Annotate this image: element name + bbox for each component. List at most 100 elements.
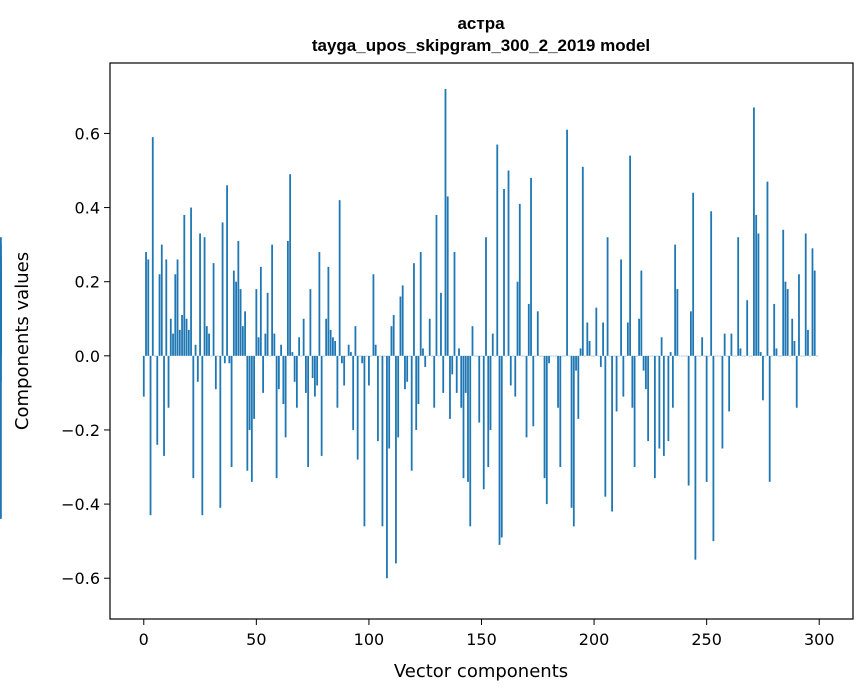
bar-205 — [604, 355, 607, 497]
bar-204 — [602, 322, 604, 356]
bar-113 — [397, 355, 400, 438]
bar-103 — [374, 344, 377, 356]
bar-136 — [449, 355, 451, 419]
bar-undefined — [0, 266, 2, 356]
bar-11 — [167, 355, 170, 408]
bar-152 — [485, 237, 487, 356]
bar-149 — [478, 355, 481, 423]
bar-245 — [694, 355, 697, 560]
bar-87 — [338, 200, 341, 356]
bar-129 — [433, 355, 436, 408]
bar-265 — [739, 348, 742, 356]
bar-264 — [737, 237, 740, 356]
bar-215 — [626, 322, 629, 356]
bar-102 — [372, 274, 375, 356]
bar-158 — [498, 355, 501, 545]
bar-42 — [237, 240, 240, 356]
bar-81 — [325, 318, 328, 356]
bar-201 — [595, 307, 598, 356]
bars-group — [0, 88, 818, 579]
x-tick-label-0: 0 — [139, 630, 149, 649]
bar-212 — [620, 259, 622, 356]
bar-122 — [417, 355, 420, 405]
bar-217 — [631, 355, 634, 408]
bar-121 — [415, 355, 418, 430]
bar-114 — [399, 296, 402, 356]
bar-84 — [331, 337, 334, 356]
bar-250 — [705, 355, 708, 482]
bar-34 — [219, 355, 222, 508]
x-tick-label-150: 150 — [466, 630, 497, 649]
bar-175 — [536, 311, 539, 356]
bar-135 — [446, 196, 449, 356]
bar-78 — [318, 252, 321, 356]
bar-173 — [532, 355, 535, 427]
bar-66 — [291, 352, 294, 356]
bar-179 — [545, 355, 548, 505]
chart-subtitle: tayga_upos_skipgram_300_2_2019 model — [312, 36, 650, 55]
bar-268 — [746, 300, 749, 356]
bar-285 — [784, 281, 787, 356]
bar-230 — [660, 337, 663, 356]
x-tick-label-50: 50 — [246, 630, 266, 649]
bar-31 — [212, 263, 215, 356]
bar-41 — [235, 281, 237, 356]
bar-145 — [469, 355, 472, 527]
bar-17 — [181, 315, 183, 356]
bar-170 — [525, 355, 528, 438]
bar-43 — [239, 289, 242, 356]
bar-38 — [228, 355, 231, 364]
bar-7 — [158, 274, 161, 356]
bar-50 — [255, 289, 258, 356]
bar-139 — [455, 355, 458, 393]
bar-112 — [395, 355, 397, 564]
bar-257 — [721, 355, 724, 449]
bar-74 — [309, 289, 312, 356]
y-tick-label-2: −0.2 — [61, 421, 100, 440]
bar-146 — [471, 326, 474, 356]
bar-57 — [271, 244, 274, 356]
bar-260 — [728, 355, 731, 412]
bar-123 — [419, 252, 422, 356]
bar-82 — [327, 266, 330, 356]
bar-65 — [289, 174, 292, 356]
bar-171 — [527, 303, 530, 356]
bar-59 — [275, 355, 278, 479]
bar-23 — [194, 344, 197, 356]
bar-197 — [586, 322, 589, 356]
bar-223 — [644, 355, 647, 390]
bar-111 — [392, 315, 395, 356]
bar-216 — [629, 155, 632, 356]
bar-151 — [482, 355, 485, 490]
bar-281 — [775, 348, 778, 356]
bar-116 — [404, 355, 406, 390]
bar-153 — [487, 355, 490, 468]
bar-3 — [149, 355, 152, 516]
bar-64 — [286, 240, 289, 356]
bar-284 — [782, 229, 785, 356]
bar-12 — [169, 318, 172, 356]
bar-127 — [428, 318, 431, 356]
bar-234 — [669, 352, 672, 356]
bar-237 — [676, 289, 679, 356]
bar-69 — [298, 337, 301, 356]
bar-253 — [712, 355, 715, 542]
bar-76 — [313, 355, 316, 397]
bar-49 — [253, 355, 255, 419]
bar-89 — [343, 355, 346, 386]
bar-94 — [354, 326, 357, 356]
bar-37 — [226, 185, 228, 356]
bar-24 — [196, 355, 199, 382]
bar-39 — [230, 355, 233, 468]
bar-221 — [640, 270, 643, 356]
x-axis-label: Vector components — [394, 661, 568, 682]
bar-18 — [183, 214, 186, 356]
bar-271 — [753, 107, 755, 356]
bar-125 — [424, 355, 427, 367]
plot-frame — [109, 62, 854, 620]
bar-52 — [259, 266, 262, 356]
bar-120 — [413, 263, 415, 356]
bar-119 — [410, 355, 413, 471]
bar-88 — [341, 355, 343, 364]
bar-218 — [633, 355, 636, 468]
